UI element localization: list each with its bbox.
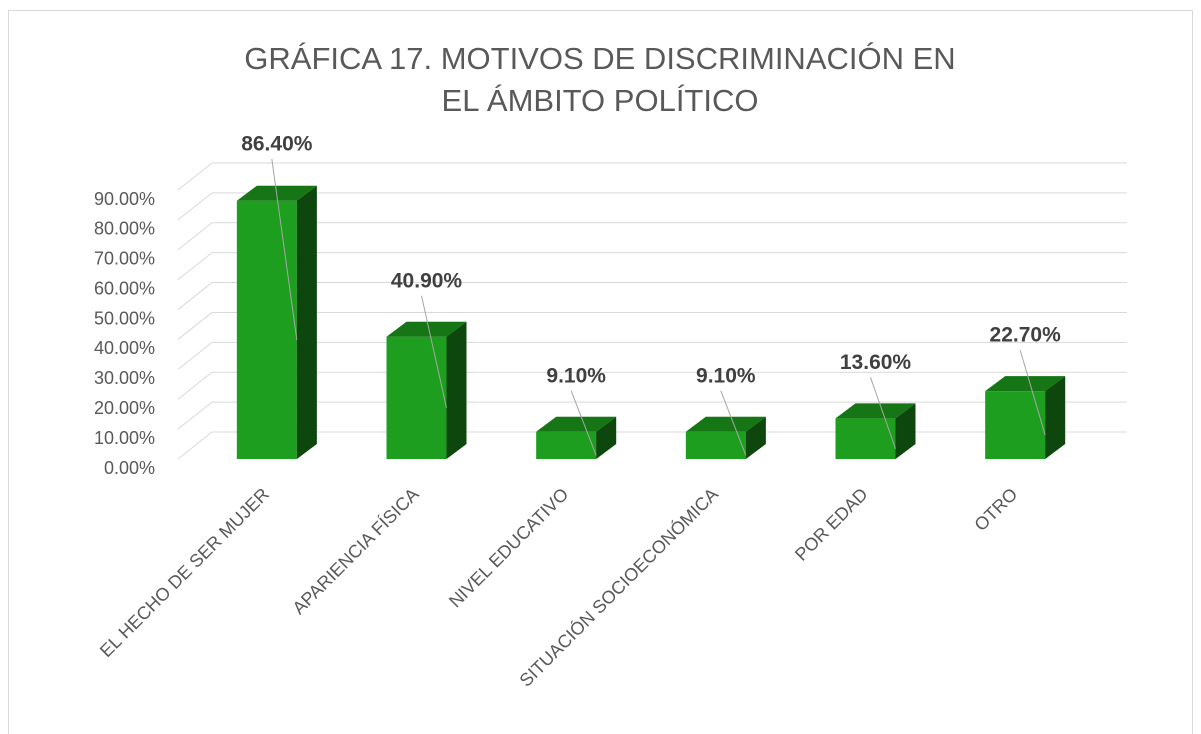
bar-top-shade	[386, 321, 467, 337]
grid-line	[177, 192, 213, 221]
grid-line	[177, 282, 213, 310]
y-tick-label: 60.00%	[94, 278, 155, 298]
y-tick-label: 10.00%	[94, 428, 155, 448]
grid-line	[177, 371, 213, 400]
x-tick-label: POR EDAD	[791, 484, 872, 565]
leader-line	[870, 377, 896, 449]
chart-title: GRÁFICA 17. MOTIVOS DE DISCRIMINACIÓN EN…	[244, 41, 956, 118]
bar-side-shade	[296, 185, 317, 459]
bar-top	[536, 416, 617, 432]
grid-line	[177, 431, 213, 460]
y-tick-label: 40.00%	[94, 338, 155, 358]
bar	[536, 431, 597, 459]
grid-line	[177, 312, 213, 340]
data-label: 40.90%	[391, 269, 463, 292]
y-tick-label: 20.00%	[94, 398, 155, 418]
grid-line	[177, 341, 213, 370]
data-label: 86.40%	[241, 133, 313, 156]
bar	[386, 336, 447, 459]
data-label: 13.60%	[840, 351, 912, 374]
bar-top-shade	[536, 416, 617, 432]
leader-line	[271, 158, 298, 340]
bar-side-shade	[895, 403, 916, 459]
y-tick-label: 50.00%	[94, 308, 155, 328]
bar	[985, 391, 1046, 459]
grid-line	[177, 401, 213, 430]
bar-side-shade	[596, 416, 617, 459]
bar-top	[386, 321, 467, 337]
y-tick-label: 90.00%	[94, 189, 155, 209]
grid-line	[177, 222, 213, 251]
bar-top-shade	[685, 416, 766, 432]
data-label: 22.70%	[990, 324, 1062, 347]
bar-top-shade	[985, 376, 1066, 392]
grid-line	[177, 252, 213, 281]
bar-side-shade	[1045, 376, 1066, 459]
bar-top	[685, 416, 766, 432]
data-label: 9.10%	[696, 364, 756, 387]
bar-side-shade	[745, 416, 766, 459]
y-tick-label: 80.00%	[94, 219, 155, 239]
bar-top	[985, 376, 1066, 392]
grid-line	[177, 162, 213, 191]
x-tick-label: EL HECHO DE SER MUJER	[96, 484, 273, 661]
x-tick-label: APARIENCIA FÍSICA	[289, 484, 423, 618]
y-tick-label: 30.00%	[94, 368, 155, 388]
x-tick-label: OTRO	[970, 484, 1021, 535]
x-tick-label: NIVEL EDUCATIVO	[445, 484, 572, 611]
bar-side-shade	[446, 321, 467, 459]
bar-top-shade	[835, 403, 916, 419]
leader-line	[720, 390, 747, 456]
data-label: 9.10%	[546, 364, 606, 387]
bar	[236, 200, 297, 459]
leader-line	[570, 390, 597, 456]
leader-line	[1019, 350, 1046, 436]
bar	[685, 431, 746, 459]
y-tick-label: 70.00%	[94, 249, 155, 269]
y-tick-label: 0.00%	[104, 458, 155, 478]
chart-frame	[8, 10, 1193, 734]
leader-line	[421, 295, 447, 408]
bar	[835, 418, 896, 459]
bar-top	[835, 403, 916, 419]
